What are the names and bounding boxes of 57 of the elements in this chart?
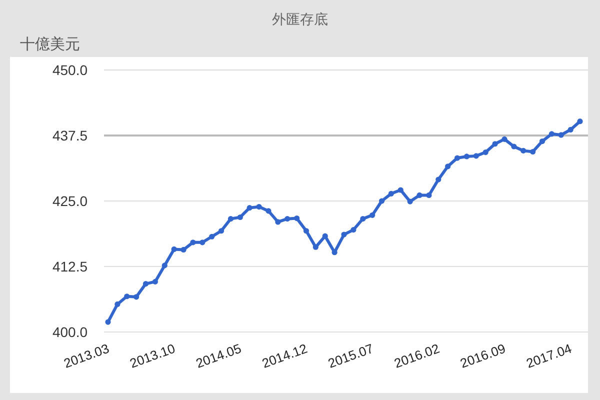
point [322,233,328,239]
point [312,244,318,250]
point [436,176,442,182]
point [171,246,177,252]
y-tick-label: 400.0 [52,324,88,340]
y-tick-label: 412.5 [52,258,88,274]
point [237,214,243,220]
point [492,141,498,147]
point [464,154,470,160]
point [200,240,206,246]
point [350,227,356,233]
point [426,192,432,198]
point [124,294,130,300]
point [370,212,376,218]
point [105,319,111,325]
point [530,148,536,155]
y-axis-title: 十億美元 [20,36,80,53]
point [284,216,290,222]
point [502,136,508,142]
point [190,240,196,246]
point [142,280,149,287]
point [275,219,281,225]
point [162,262,168,268]
point [266,208,272,214]
point [398,187,404,193]
point [388,190,394,196]
point [246,205,252,211]
point [539,138,546,144]
point [134,294,140,300]
point [209,234,215,240]
chart-title: 外匯存底 [272,11,328,27]
point [152,278,158,284]
point [218,228,224,234]
point [228,216,234,222]
point [568,126,574,133]
point [454,155,460,161]
point [294,215,300,222]
point [445,164,451,170]
point [180,246,186,253]
y-tick-label: 450.0 [52,62,88,78]
y-tick-label: 437.5 [52,128,88,144]
point [341,232,347,238]
point [256,204,262,210]
point [520,148,526,154]
point [378,198,385,204]
point [577,118,583,124]
point [482,149,488,156]
y-tick-label: 425.0 [52,193,88,209]
point [511,144,517,150]
point [558,132,564,138]
point [548,131,554,137]
point [407,198,413,204]
point [473,153,479,159]
point [360,216,366,222]
point [416,192,422,198]
point [114,301,120,308]
point [303,228,310,234]
